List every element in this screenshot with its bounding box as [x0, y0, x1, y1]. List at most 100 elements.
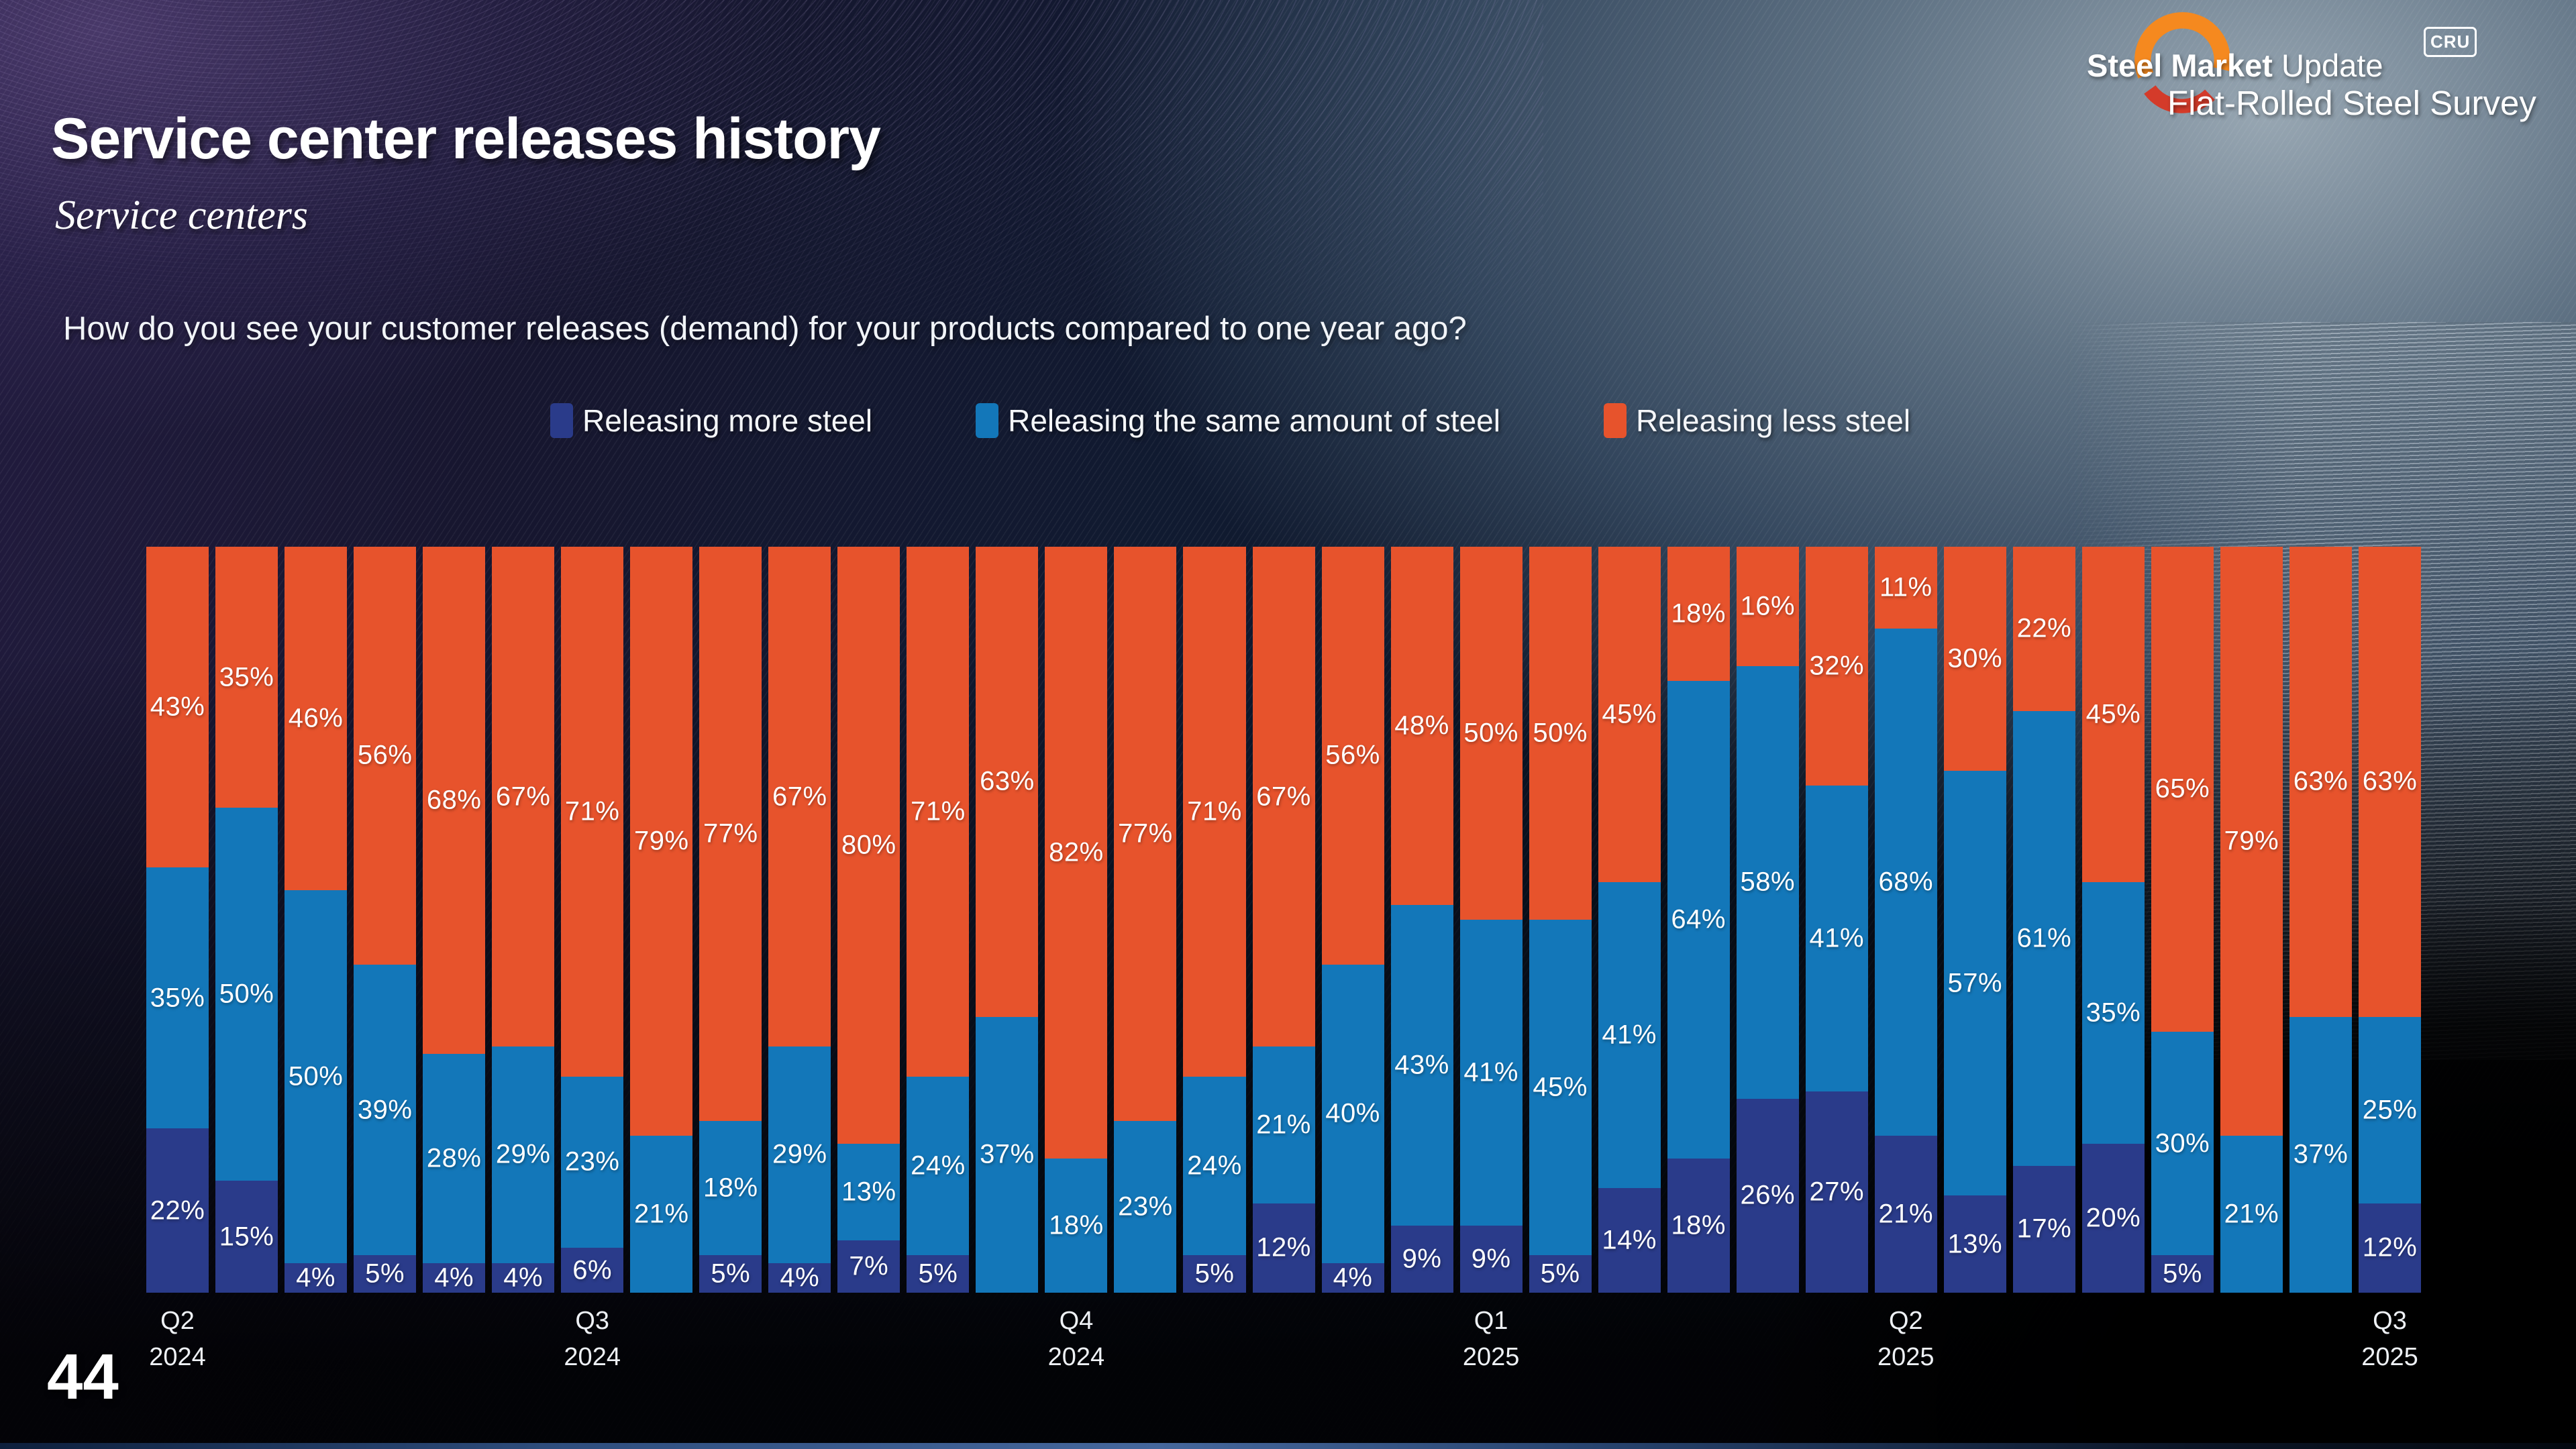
segment-same: 40%	[1321, 964, 1384, 1263]
bar-slot: 67% 29% 4%	[492, 547, 561, 1293]
segment-same: 28%	[423, 1054, 486, 1263]
stacked-bar: 46% 50% 4%	[285, 547, 348, 1293]
stacked-bar: 43% 35% 22%	[146, 547, 209, 1293]
segment-value-label: 35%	[150, 983, 205, 1013]
x-axis-label: Q3 2024	[561, 1303, 623, 1376]
segment-less: 71%	[1183, 547, 1246, 1077]
stacked-bar: 71% 24% 5%	[907, 547, 970, 1293]
stacked-bar: 67% 29% 4%	[492, 547, 555, 1293]
segment-value-label: 67%	[772, 782, 827, 812]
stacked-bar: 65% 30% 5%	[2151, 547, 2214, 1293]
segment-same: 61%	[2012, 710, 2075, 1166]
segment-value-label: 50%	[1533, 718, 1588, 748]
segment-less: 67%	[1252, 547, 1315, 1047]
segment-value-label: 16%	[1740, 591, 1796, 621]
segment-same: 68%	[1874, 629, 1937, 1136]
segment-value-label: 14%	[1602, 1225, 1657, 1255]
segment-value-label: 28%	[426, 1143, 482, 1173]
segment-more: 5%	[1183, 1255, 1246, 1293]
x-axis-label: Q1 2025	[1460, 1303, 1523, 1376]
segment-value-label: 12%	[2362, 1232, 2418, 1263]
bar-slot: 68% 28% 4%	[423, 547, 492, 1293]
segment-value-label: 71%	[564, 796, 620, 826]
x-axis-quarter: Q3	[575, 1307, 610, 1335]
page-title: Service center releases history	[51, 107, 881, 171]
chart-legend: Releasing more steel Releasing the same …	[550, 402, 1910, 439]
segment-more: 7%	[837, 1240, 900, 1293]
bar-slot: 56% 39% 5%	[354, 547, 423, 1293]
bar-slot: 65% 30% 5%	[2151, 547, 2220, 1293]
segment-value-label: 9%	[1402, 1244, 1442, 1274]
segment-more: 5%	[1529, 1255, 1592, 1293]
legend-item-same: Releasing the same amount of steel	[976, 402, 1500, 439]
segment-same: 58%	[1736, 665, 1799, 1099]
stacked-bar: 35% 50% 15%	[215, 547, 278, 1293]
segment-value-label: 5%	[365, 1258, 405, 1289]
segment-same: 30%	[2151, 1031, 2214, 1256]
segment-value-label: 37%	[980, 1139, 1035, 1169]
segment-value-label: 35%	[219, 662, 274, 692]
stacked-bar: 71% 24% 5%	[1183, 547, 1246, 1293]
bar-slot: 56% 40% 4%	[1321, 547, 1391, 1293]
stacked-bar: 63% 37%	[976, 547, 1039, 1293]
segment-same: 21%	[630, 1136, 693, 1293]
segment-value-label: 6%	[572, 1255, 613, 1285]
stacked-bar: 50% 45% 5%	[1529, 547, 1592, 1293]
segment-value-label: 67%	[495, 782, 551, 812]
bottom-accent-strip	[0, 1443, 2576, 1449]
segment-more: 4%	[423, 1263, 486, 1293]
segment-less: 22%	[2012, 547, 2075, 711]
segment-value-label: 58%	[1740, 867, 1796, 897]
segment-same: 57%	[1943, 770, 2006, 1196]
x-axis-year: 2024	[1047, 1342, 1105, 1371]
segment-more: 21%	[1874, 1136, 1937, 1293]
segment-value-label: 37%	[2293, 1139, 2349, 1169]
stacked-bar: 45% 35% 20%	[2081, 547, 2145, 1293]
x-axis-label: Q2 2025	[1875, 1303, 1937, 1376]
segment-value-label: 22%	[150, 1195, 205, 1226]
segment-same: 21%	[1252, 1046, 1315, 1203]
stacked-bar: 79% 21%	[630, 547, 693, 1293]
x-axis-label: Q4 2024	[1045, 1303, 1107, 1376]
x-axis-year: 2024	[564, 1342, 621, 1371]
segment-less: 16%	[1736, 547, 1799, 666]
segment-less: 11%	[1874, 547, 1937, 629]
crescent-logo-icon	[2134, 12, 2230, 113]
segment-value-label: 61%	[2016, 923, 2072, 953]
segment-value-label: 41%	[1602, 1020, 1657, 1050]
segment-less: 18%	[1667, 547, 1730, 682]
stacked-bar: 79% 21%	[2220, 547, 2283, 1293]
segment-value-label: 24%	[911, 1150, 966, 1181]
bar-slot: 77% 18% 5%	[699, 547, 768, 1293]
segment-more: 5%	[354, 1255, 417, 1293]
segment-same: 64%	[1667, 681, 1730, 1159]
segment-less: 68%	[423, 547, 486, 1055]
segment-value-label: 20%	[2085, 1203, 2141, 1233]
segment-value-label: 63%	[980, 766, 1035, 796]
segment-value-label: 21%	[1878, 1199, 1934, 1229]
segment-less: 79%	[630, 547, 693, 1136]
segment-less: 45%	[1598, 547, 1661, 883]
segment-more: 22%	[146, 1128, 209, 1293]
bar-slot: 45% 41% 14%	[1598, 547, 1667, 1293]
bar-slot: 63% 37%	[2289, 547, 2359, 1293]
segment-less: 63%	[2359, 547, 2422, 1017]
bar-slot: 67% 29% 4%	[768, 547, 837, 1293]
segment-same: 35%	[146, 867, 209, 1129]
segment-value-label: 79%	[2224, 826, 2279, 856]
segment-value-label: 25%	[2362, 1095, 2418, 1125]
segment-value-label: 24%	[1187, 1150, 1242, 1181]
segment-value-label: 4%	[1333, 1263, 1373, 1293]
segment-value-label: 9%	[1471, 1244, 1511, 1274]
segment-less: 30%	[1943, 547, 2006, 771]
legend-swatch-same	[976, 403, 999, 438]
segment-less: 71%	[561, 547, 624, 1077]
segment-less: 67%	[492, 547, 555, 1047]
segment-value-label: 27%	[1809, 1177, 1865, 1207]
stacked-bar: 48% 43% 9%	[1390, 547, 1453, 1293]
segment-less: 80%	[837, 547, 900, 1144]
segment-same: 24%	[1183, 1076, 1246, 1256]
segment-more: 14%	[1598, 1188, 1661, 1293]
segment-value-label: 30%	[1947, 643, 2003, 674]
stacked-bar: 63% 25% 12%	[2359, 547, 2422, 1293]
